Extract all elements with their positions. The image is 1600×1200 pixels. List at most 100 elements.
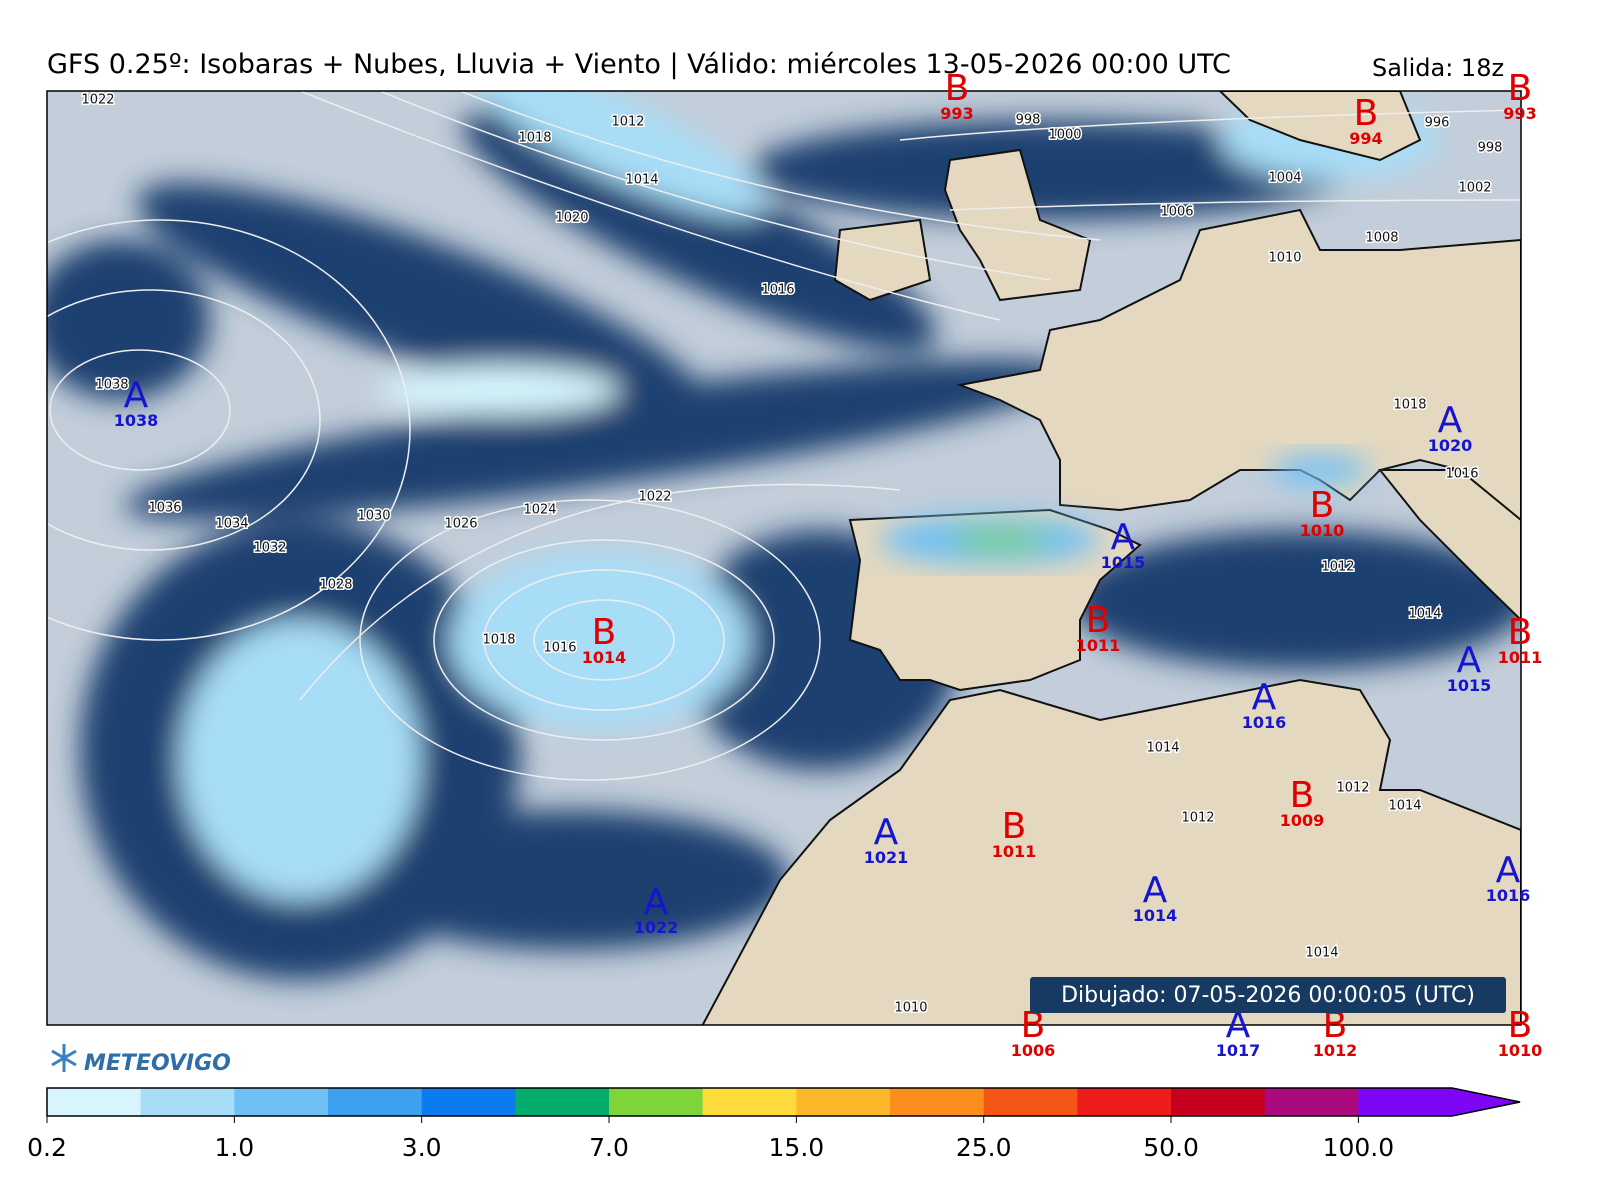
colorbar-swatch xyxy=(890,1088,985,1116)
isobar-label: 1012 xyxy=(1321,560,1354,575)
isobar-label: 1014 xyxy=(1146,741,1179,756)
center-letter: A xyxy=(1111,517,1136,558)
center-letter: A xyxy=(1438,400,1463,441)
isobar-label: 1030 xyxy=(357,509,390,524)
isobar-label: 1012 xyxy=(611,115,644,130)
center-letter: B xyxy=(1354,93,1379,134)
center-value: 1015 xyxy=(1447,676,1492,695)
center-letter: A xyxy=(1252,677,1277,718)
isobar-label: 998 xyxy=(1016,113,1041,128)
run: Salida: 18z xyxy=(1372,54,1504,82)
isobar-label: 1000 xyxy=(1048,128,1081,143)
center-value: 1014 xyxy=(582,648,627,667)
colorbar-swatch xyxy=(515,1088,610,1116)
center-letter: B xyxy=(1310,485,1335,526)
center-value: 1012 xyxy=(1313,1041,1358,1060)
center-value: 1010 xyxy=(1300,521,1345,540)
isobar-label: 1036 xyxy=(148,501,181,516)
colorbar-swatch xyxy=(328,1088,423,1116)
isobar-label: 1014 xyxy=(1408,607,1441,622)
center-value: 1020 xyxy=(1428,436,1473,455)
center-letter: B xyxy=(592,612,617,653)
colorbar-swatch xyxy=(983,1088,1078,1116)
colorbar-outline xyxy=(46,1087,1521,1117)
timestamp-box xyxy=(1030,977,1506,1013)
colorbar-tick-label: 1.0 xyxy=(214,1133,254,1162)
center-letter: A xyxy=(124,375,149,416)
colorbar-swatch xyxy=(1358,1088,1521,1116)
map-frame xyxy=(46,90,1522,1026)
isobar-label: 1002 xyxy=(1458,181,1491,196)
colorbar-tick-label: 0.2 xyxy=(27,1133,67,1162)
colorbar-tick-label: 15.0 xyxy=(769,1133,825,1162)
isobar-label: 1012 xyxy=(1336,781,1369,796)
center-value: 1010 xyxy=(1498,1041,1543,1060)
isobar-label: 1018 xyxy=(1393,398,1426,413)
isobar-label: 1032 xyxy=(253,541,286,556)
isobar-label: 996 xyxy=(1425,116,1450,131)
isobar-label: 1018 xyxy=(518,131,551,146)
center-value: 1011 xyxy=(1498,648,1543,667)
center-value: 993 xyxy=(1503,104,1536,123)
center-value: 1016 xyxy=(1242,713,1287,732)
isobar-label: 1012 xyxy=(1181,811,1214,826)
colorbar-swatch xyxy=(234,1088,329,1116)
isobar-label: 1008 xyxy=(1365,231,1398,246)
isobar-label: 1024 xyxy=(523,503,556,518)
isobar-label: 998 xyxy=(1478,141,1503,156)
center-value: 1009 xyxy=(1280,811,1325,830)
colorbar-tick-label: 3.0 xyxy=(402,1133,442,1162)
center-value: 1015 xyxy=(1101,553,1146,572)
colorbar-tick-label: 100.0 xyxy=(1323,1133,1395,1162)
isobar-label: 1020 xyxy=(555,211,588,226)
colorbar-swatch xyxy=(1077,1088,1172,1116)
isobar-label: 1016 xyxy=(761,283,794,298)
isobars xyxy=(47,91,1521,781)
isobar-label: 1014 xyxy=(1305,946,1338,961)
logo: METEOVIGO xyxy=(84,1051,231,1076)
center-letter: A xyxy=(1143,870,1168,911)
map xyxy=(47,91,1521,1025)
center-letter: B xyxy=(945,68,970,109)
center-letter: B xyxy=(1508,68,1533,109)
isobar-label: 1004 xyxy=(1268,171,1301,186)
isobar-label: 1010 xyxy=(894,1001,927,1016)
isobar-label: 1016 xyxy=(543,641,576,656)
colorbar-tick-label: 7.0 xyxy=(589,1133,629,1162)
logo-icon xyxy=(51,1044,77,1072)
center-letter: A xyxy=(1496,850,1521,891)
colorbar-swatch xyxy=(421,1088,516,1116)
colorbar-swatch xyxy=(609,1088,704,1116)
colorbar-swatch xyxy=(796,1088,891,1116)
center-letter: B xyxy=(1002,806,1027,847)
isobar-label: 1022 xyxy=(81,93,114,108)
center-letter: B xyxy=(1086,600,1111,641)
colorbar: 0.2 1.0 3.0 7.0 15.0 25.0 50.0 100.0 xyxy=(27,1087,1521,1162)
center-value: 1016 xyxy=(1486,886,1531,905)
center-value: 1014 xyxy=(1133,906,1178,925)
isobar-label: 1006 xyxy=(1160,205,1193,220)
timestamp: Dibujado: 07-05-2026 00:00:05 (UTC) xyxy=(1061,983,1475,1008)
isobar-label: 1014 xyxy=(1388,799,1421,814)
isobar-label: 1028 xyxy=(319,578,352,593)
center-value: 1017 xyxy=(1216,1041,1261,1060)
center-letter: A xyxy=(874,812,899,853)
colorbar-swatch xyxy=(1264,1088,1359,1116)
center-value: 1011 xyxy=(992,842,1037,861)
colorbar-swatch xyxy=(47,1088,142,1116)
isobar-label: 1016 xyxy=(1445,467,1478,482)
isobar-label: 1026 xyxy=(444,517,477,532)
title: GFS 0.25º: Isobaras + Nubes, Lluvia + Vi… xyxy=(47,49,1231,80)
center-letter: B xyxy=(1290,775,1315,816)
center-value: 1021 xyxy=(864,848,909,867)
colorbar-swatch xyxy=(140,1088,235,1116)
isobar-label: 1034 xyxy=(215,517,248,532)
isobar-label: 1018 xyxy=(482,633,515,648)
center-value: 993 xyxy=(940,104,973,123)
center-letter: A xyxy=(1457,640,1482,681)
center-value: 1022 xyxy=(634,918,679,937)
isobar-label: 1038 xyxy=(95,378,128,393)
center-value: 1006 xyxy=(1011,1041,1056,1060)
center-letter: B xyxy=(1508,1005,1533,1046)
